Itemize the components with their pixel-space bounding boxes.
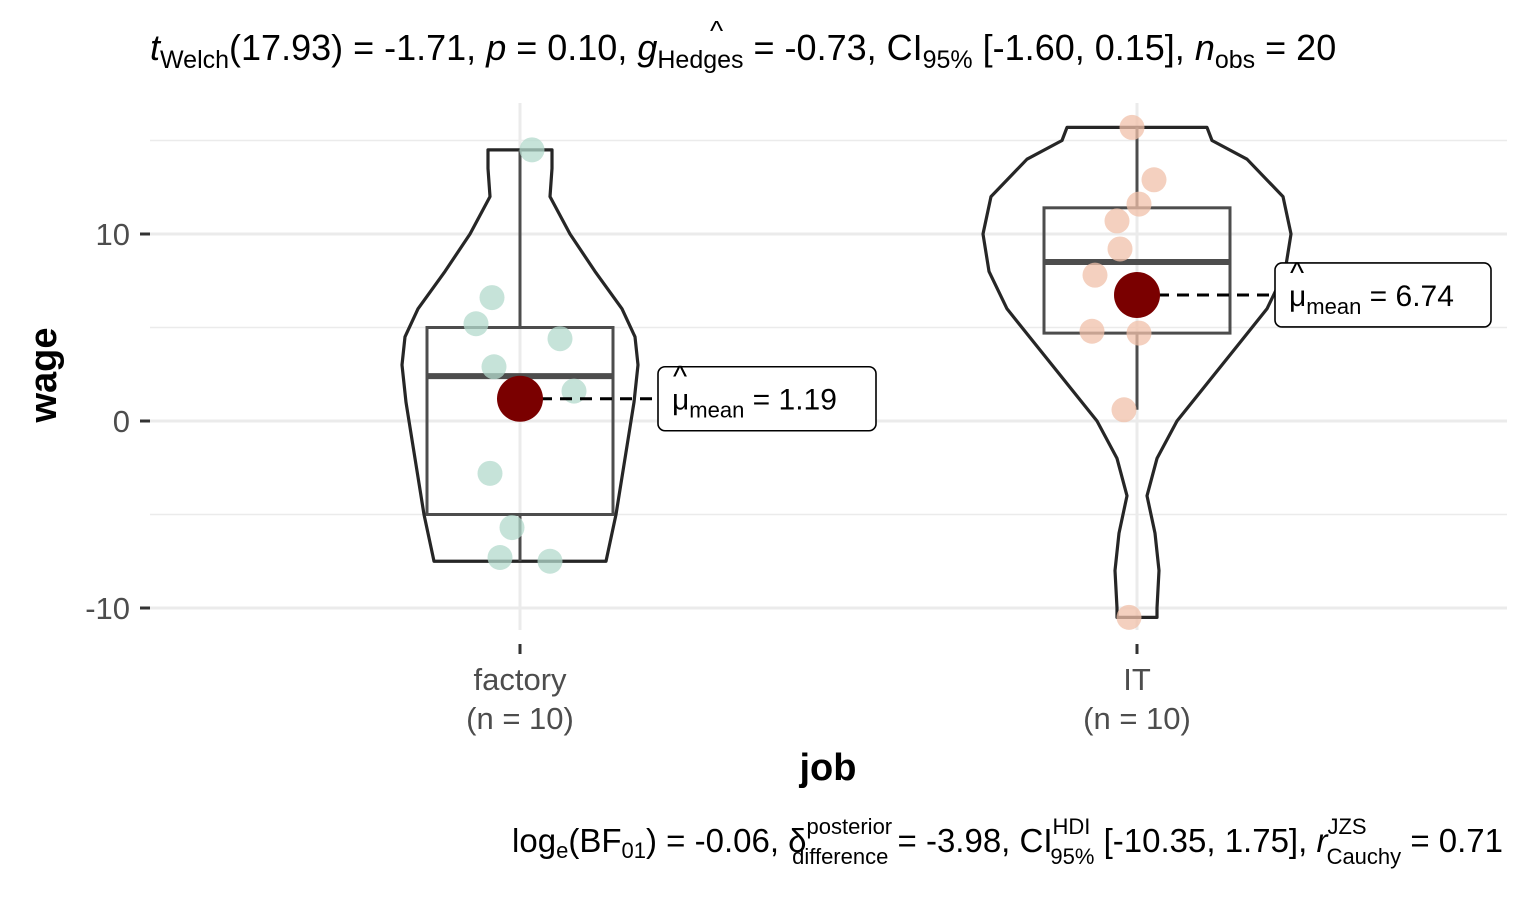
box-factory xyxy=(425,326,615,516)
y-tick-label: -10 xyxy=(85,591,130,626)
data-point xyxy=(1116,604,1142,630)
data-point xyxy=(1104,208,1130,234)
chart-caption: loge(BF01) = -0.06, δposterior difference… xyxy=(512,814,1503,869)
mean-label-hat: ^ xyxy=(1290,257,1304,290)
data-point xyxy=(463,311,489,337)
mean-label-box xyxy=(657,365,877,432)
data-point xyxy=(1126,191,1152,217)
x-tick-label: IT xyxy=(1123,662,1151,697)
data-point xyxy=(1119,114,1145,140)
mean-label-box xyxy=(1274,262,1492,328)
y-axis-title: wage xyxy=(23,327,65,423)
data-point xyxy=(1126,320,1152,346)
violins xyxy=(400,125,1293,619)
data-point xyxy=(481,354,507,380)
mean-point xyxy=(1114,271,1160,318)
data-point xyxy=(1082,262,1108,288)
data-point xyxy=(487,545,513,571)
violin-factory xyxy=(400,148,640,563)
data-points xyxy=(463,114,1167,630)
x-axis-title: job xyxy=(799,747,857,789)
title-g-hat: ^ xyxy=(710,15,723,46)
data-point xyxy=(1141,167,1167,193)
data-point xyxy=(499,515,525,541)
chart-title: tWelch(17.93) = -1.71, p = 0.10, gHedges… xyxy=(150,27,1336,74)
x-axis: factory (n = 10) IT (n = 10) xyxy=(466,644,1191,736)
data-point xyxy=(479,285,505,311)
data-point xyxy=(537,548,563,574)
data-point xyxy=(519,137,545,163)
mean-point xyxy=(497,375,543,422)
y-tick-label: 0 xyxy=(113,404,130,439)
boxplots xyxy=(425,127,1232,562)
violin-IT xyxy=(981,125,1293,619)
means: μmean = 1.19^μmean = 6.74^ xyxy=(497,257,1492,432)
data-point xyxy=(1107,236,1133,262)
mean-label: μmean = 1.19 xyxy=(672,384,837,423)
data-point xyxy=(1111,397,1137,423)
x-tick-label: factory xyxy=(473,662,567,697)
mean-label: μmean = 6.74 xyxy=(1289,280,1454,319)
data-point xyxy=(547,326,573,352)
mean-label-hat: ^ xyxy=(673,361,687,394)
data-point xyxy=(477,460,503,486)
data-point xyxy=(1079,318,1105,344)
x-tick-count: (n = 10) xyxy=(466,701,574,736)
x-tick-count: (n = 10) xyxy=(1083,701,1191,736)
y-tick-label: 10 xyxy=(96,217,130,252)
y-axis: -10 0 10 xyxy=(85,217,150,626)
